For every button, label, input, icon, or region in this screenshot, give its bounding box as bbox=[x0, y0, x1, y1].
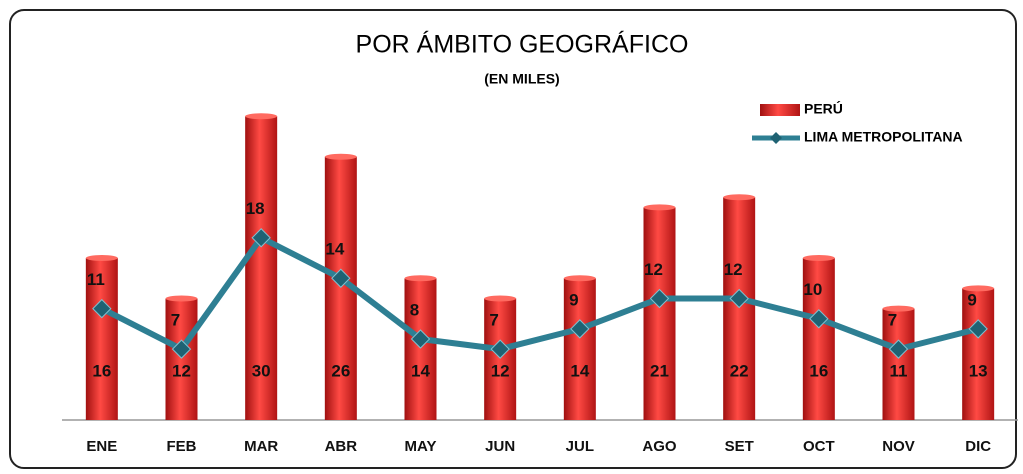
bar-cap bbox=[165, 295, 198, 302]
bar-value-label: 14 bbox=[411, 361, 430, 380]
legend-swatch bbox=[760, 104, 800, 116]
x-tick-label: JUL bbox=[566, 438, 594, 455]
line-marker bbox=[888, 339, 909, 359]
line-marker bbox=[570, 319, 590, 339]
chart-subtitle: (EN MILES) bbox=[484, 71, 559, 87]
x-tick-label: DIC bbox=[965, 438, 991, 455]
line-value-label: 14 bbox=[325, 240, 344, 259]
x-tick-label: ENE bbox=[86, 438, 117, 455]
x-tick-label: MAY bbox=[405, 438, 437, 455]
x-tick-label: SET bbox=[725, 438, 754, 455]
line bbox=[100, 234, 979, 353]
bar bbox=[723, 197, 756, 420]
x-tick-label: OCT bbox=[803, 438, 835, 455]
line-value-label: 8 bbox=[410, 300, 419, 319]
line-value-label: 9 bbox=[569, 290, 578, 309]
bar-value-label: 12 bbox=[491, 361, 510, 380]
line-marker bbox=[968, 319, 988, 339]
bar-value-label: 30 bbox=[252, 361, 271, 380]
x-tick-label: MAR bbox=[244, 438, 278, 455]
x-tick-label: JUN bbox=[485, 438, 515, 455]
bar-cap bbox=[962, 285, 995, 292]
bar-value-label: 26 bbox=[331, 361, 350, 380]
bar bbox=[245, 116, 278, 420]
line-value-label: 10 bbox=[803, 280, 822, 299]
bar-value-label: 16 bbox=[809, 361, 828, 380]
bar-value-label: 22 bbox=[730, 361, 749, 380]
line-marker bbox=[92, 298, 112, 319]
bar-value-label: 16 bbox=[92, 361, 111, 380]
bar-cap bbox=[484, 295, 517, 302]
bar-value-label: 12 bbox=[172, 361, 191, 380]
bar-cap bbox=[723, 194, 756, 201]
x-tick-label: ABR bbox=[325, 438, 358, 455]
line-value-label: 12 bbox=[724, 260, 743, 279]
bar bbox=[165, 298, 198, 420]
bar-cap bbox=[324, 153, 357, 160]
bar-cap bbox=[882, 305, 915, 312]
line-marker bbox=[331, 268, 351, 288]
line-marker bbox=[809, 309, 829, 329]
bar bbox=[563, 278, 596, 420]
line-value-label: 12 bbox=[644, 260, 663, 279]
bar bbox=[404, 278, 437, 420]
line-marker bbox=[649, 288, 670, 309]
line-value-label: 9 bbox=[967, 290, 976, 309]
bar bbox=[882, 308, 915, 420]
line-value-label: 7 bbox=[489, 311, 498, 330]
bar bbox=[85, 258, 118, 420]
bar-cap bbox=[404, 275, 437, 282]
line-marker bbox=[251, 228, 271, 248]
line-value-label: 7 bbox=[888, 311, 897, 330]
bar-value-label: 13 bbox=[969, 361, 988, 380]
x-tick-label: FEB bbox=[167, 438, 197, 455]
chart-title: POR ÁMBITO GEOGRÁFICO bbox=[356, 30, 689, 59]
line-marker bbox=[490, 339, 510, 359]
line-value-label: 11 bbox=[87, 270, 105, 289]
line-value-label: 7 bbox=[171, 311, 180, 330]
bar-cap bbox=[802, 255, 835, 261]
bar bbox=[484, 298, 517, 420]
x-tick-label: NOV bbox=[882, 438, 915, 455]
bar-cap bbox=[245, 113, 278, 120]
legend-label: LIMA METROPOLITANA bbox=[804, 129, 963, 145]
bar-cap bbox=[85, 255, 118, 261]
line-value-label: 18 bbox=[246, 199, 265, 218]
legend-marker bbox=[770, 132, 782, 144]
bar-cap bbox=[643, 204, 676, 211]
line-marker bbox=[729, 288, 749, 309]
line-marker bbox=[410, 329, 431, 349]
bar bbox=[802, 258, 835, 420]
bar bbox=[962, 288, 995, 420]
bar-value-label: 14 bbox=[570, 361, 589, 380]
bar-value-label: 11 bbox=[890, 361, 908, 380]
legend-label: PERÚ bbox=[804, 100, 843, 117]
bar-cap bbox=[563, 275, 596, 282]
bar-value-label: 21 bbox=[650, 361, 669, 380]
bar bbox=[643, 207, 676, 420]
line-marker bbox=[171, 339, 192, 359]
x-tick-label: AGO bbox=[642, 438, 677, 455]
